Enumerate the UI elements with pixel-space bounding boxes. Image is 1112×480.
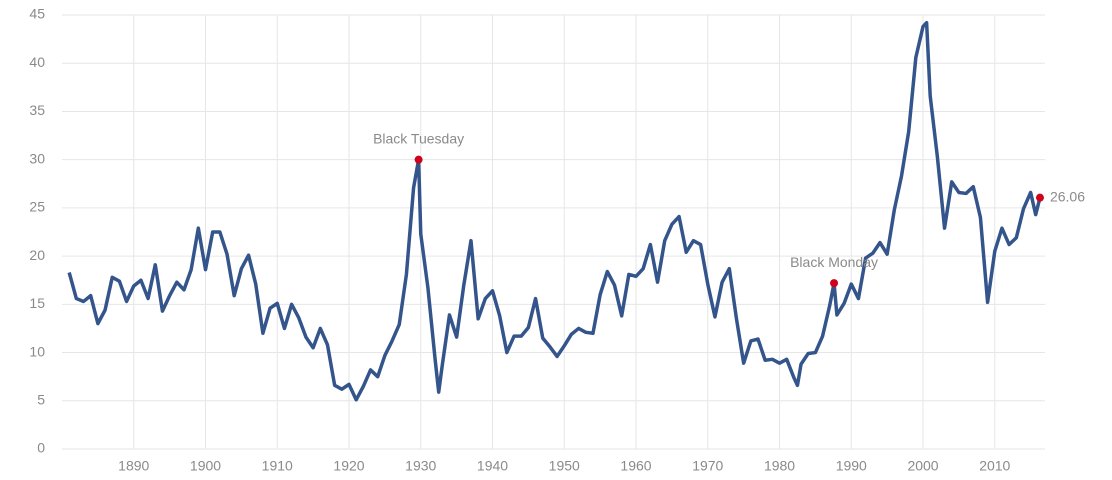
x-tick-label: 2010 bbox=[979, 458, 1010, 474]
x-tick-label: 1940 bbox=[477, 458, 508, 474]
highlight-marker bbox=[830, 279, 839, 288]
y-tick-label: 5 bbox=[37, 391, 45, 407]
annotation: Black Monday bbox=[790, 254, 878, 270]
annotation: Black Tuesday bbox=[373, 130, 464, 146]
x-tick-label: 2000 bbox=[907, 458, 938, 474]
y-tick-label: 15 bbox=[29, 295, 45, 311]
y-tick-label: 30 bbox=[29, 150, 45, 166]
highlight-marker bbox=[414, 155, 423, 164]
x-tick-label: 1910 bbox=[262, 458, 293, 474]
y-tick-label: 45 bbox=[29, 6, 45, 22]
y-tick-label: 35 bbox=[29, 102, 45, 118]
y-tick-label: 10 bbox=[29, 343, 45, 359]
x-tick-label: 1990 bbox=[836, 458, 867, 474]
line bbox=[67, 20, 1042, 402]
y-tick-label: 25 bbox=[29, 199, 45, 215]
y-tick-label: 0 bbox=[37, 440, 45, 456]
x-tick-label: 1980 bbox=[764, 458, 795, 474]
x-tick-label: 1930 bbox=[405, 458, 436, 474]
x-tick-label: 1920 bbox=[333, 458, 364, 474]
x-tick-label: 1890 bbox=[118, 458, 149, 474]
x-tick-label: 1900 bbox=[190, 458, 221, 474]
x-tick-label: 1950 bbox=[549, 458, 580, 474]
end-label: 26.06 bbox=[1050, 188, 1085, 204]
x-tick-label: 1960 bbox=[620, 458, 651, 474]
end-marker bbox=[1035, 193, 1044, 202]
x-tick-label: 1970 bbox=[692, 458, 723, 474]
y-tick-label: 20 bbox=[29, 247, 45, 263]
y-tick-label: 40 bbox=[29, 54, 45, 70]
